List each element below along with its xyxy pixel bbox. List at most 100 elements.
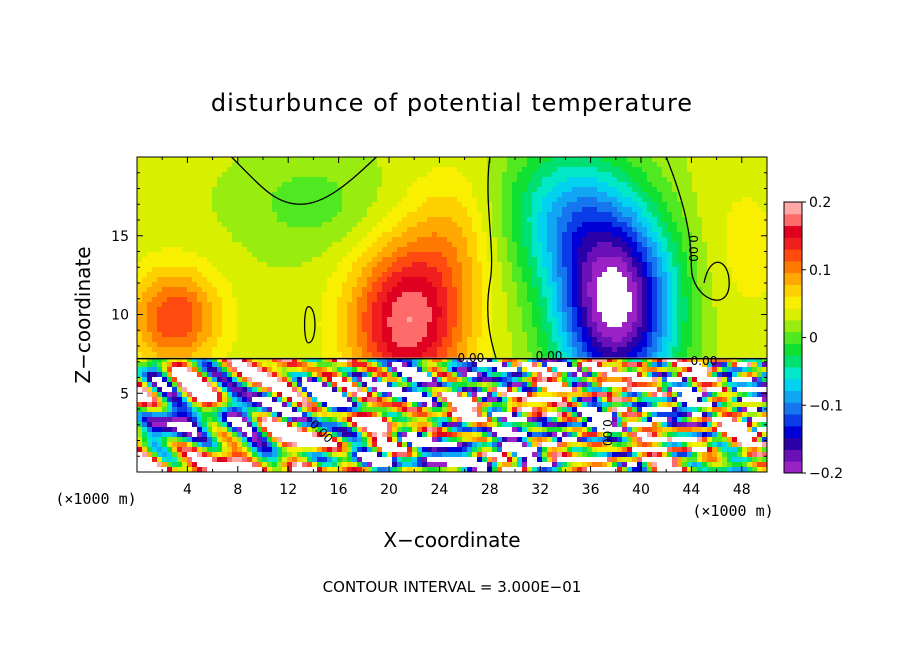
heatmap-cell: [662, 207, 668, 213]
heatmap-cell: [387, 292, 393, 298]
heatmap-cell: [727, 192, 733, 198]
heatmap-cell: [457, 157, 463, 163]
heatmap-cell: [542, 187, 548, 193]
heatmap-cell: [512, 297, 518, 303]
heatmap-cell: [342, 162, 348, 168]
heatmap-cell: [502, 167, 508, 173]
heatmap-cell: [477, 277, 483, 283]
heatmap-cell: [677, 232, 683, 238]
heatmap-cell: [417, 262, 423, 268]
heatmap-cell: [147, 302, 153, 308]
heatmap-cell: [242, 212, 248, 218]
heatmap-cell: [637, 282, 643, 288]
heatmap-cell: [367, 307, 373, 313]
heatmap-cell: [162, 227, 168, 233]
heatmap-cell: [427, 252, 433, 258]
heatmap-cell: [597, 257, 603, 263]
heatmap-cell: [287, 332, 293, 338]
heatmap-cell: [422, 337, 428, 343]
heatmap-cell: [397, 282, 403, 288]
heatmap-cell: [217, 207, 223, 213]
heatmap-cell: [637, 237, 643, 243]
heatmap-cell: [257, 347, 263, 353]
heatmap-cell: [587, 277, 593, 283]
heatmap-cell: [272, 252, 278, 258]
heatmap-cell: [557, 287, 563, 293]
heatmap-cell: [662, 172, 668, 178]
heatmap-cell: [182, 197, 188, 203]
heatmap-cell: [417, 232, 423, 238]
heatmap-cell: [417, 162, 423, 168]
heatmap-cell: [202, 167, 208, 173]
heatmap-cell: [312, 347, 318, 353]
heatmap-cell: [542, 352, 548, 358]
heatmap-cell: [392, 252, 398, 258]
heatmap-cell: [697, 257, 703, 263]
heatmap-cell: [422, 162, 428, 168]
heatmap-cell: [522, 167, 528, 173]
heatmap-cell: [472, 202, 478, 208]
heatmap-cell: [462, 312, 468, 318]
heatmap-cell: [647, 217, 653, 223]
heatmap-cell: [427, 162, 433, 168]
heatmap-cell: [582, 337, 588, 343]
heatmap-cell: [557, 212, 563, 218]
heatmap-cell: [372, 187, 378, 193]
heatmap-cell: [242, 272, 248, 278]
heatmap-cell: [572, 352, 578, 358]
heatmap-cell: [167, 197, 173, 203]
heatmap-cell: [292, 192, 298, 198]
heatmap-cell: [662, 327, 668, 333]
heatmap-cell: [637, 242, 643, 248]
heatmap-cell: [217, 332, 223, 338]
heatmap-cell: [567, 172, 573, 178]
heatmap-cell: [582, 282, 588, 288]
heatmap-cell: [622, 347, 628, 353]
heatmap-cell: [382, 247, 388, 253]
heatmap-cell: [197, 287, 203, 293]
heatmap-cell: [562, 222, 568, 228]
heatmap-cell: [322, 352, 328, 358]
heatmap-cell: [737, 162, 743, 168]
heatmap-cell: [227, 222, 233, 228]
heatmap-cell: [462, 347, 468, 353]
heatmap-cell: [652, 347, 658, 353]
heatmap-cell: [297, 172, 303, 178]
heatmap-cell: [347, 237, 353, 243]
heatmap-cell: [572, 277, 578, 283]
heatmap-cell: [662, 167, 668, 173]
heatmap-cell: [227, 167, 233, 173]
heatmap-cell: [427, 332, 433, 338]
heatmap-cell: [542, 217, 548, 223]
heatmap-cell: [372, 322, 378, 328]
heatmap-cell: [337, 272, 343, 278]
heatmap-cell: [557, 227, 563, 233]
heatmap-cell: [327, 262, 333, 268]
heatmap-cell: [722, 352, 728, 358]
heatmap-cell: [417, 347, 423, 353]
heatmap-cell: [517, 197, 523, 203]
heatmap-cell: [372, 277, 378, 283]
heatmap-cell: [712, 272, 718, 278]
heatmap-cell: [312, 337, 318, 343]
heatmap-cell: [717, 247, 723, 253]
heatmap-cell: [222, 237, 228, 243]
heatmap-cell: [677, 227, 683, 233]
heatmap-cell: [162, 222, 168, 228]
heatmap-cell: [432, 352, 438, 358]
heatmap-cell: [532, 337, 538, 343]
heatmap-cell: [617, 352, 623, 358]
heatmap-cell: [312, 207, 318, 213]
heatmap-cell: [377, 332, 383, 338]
heatmap-cell: [262, 272, 268, 278]
heatmap-cell: [472, 217, 478, 223]
heatmap-cell: [267, 267, 273, 273]
heatmap-cell: [292, 207, 298, 213]
heatmap-cell: [417, 182, 423, 188]
heatmap-cell: [717, 237, 723, 243]
heatmap-cell: [337, 162, 343, 168]
heatmap-cell: [332, 262, 338, 268]
heatmap-cell: [747, 272, 753, 278]
heatmap-cell: [307, 312, 313, 318]
heatmap-cell: [172, 347, 178, 353]
